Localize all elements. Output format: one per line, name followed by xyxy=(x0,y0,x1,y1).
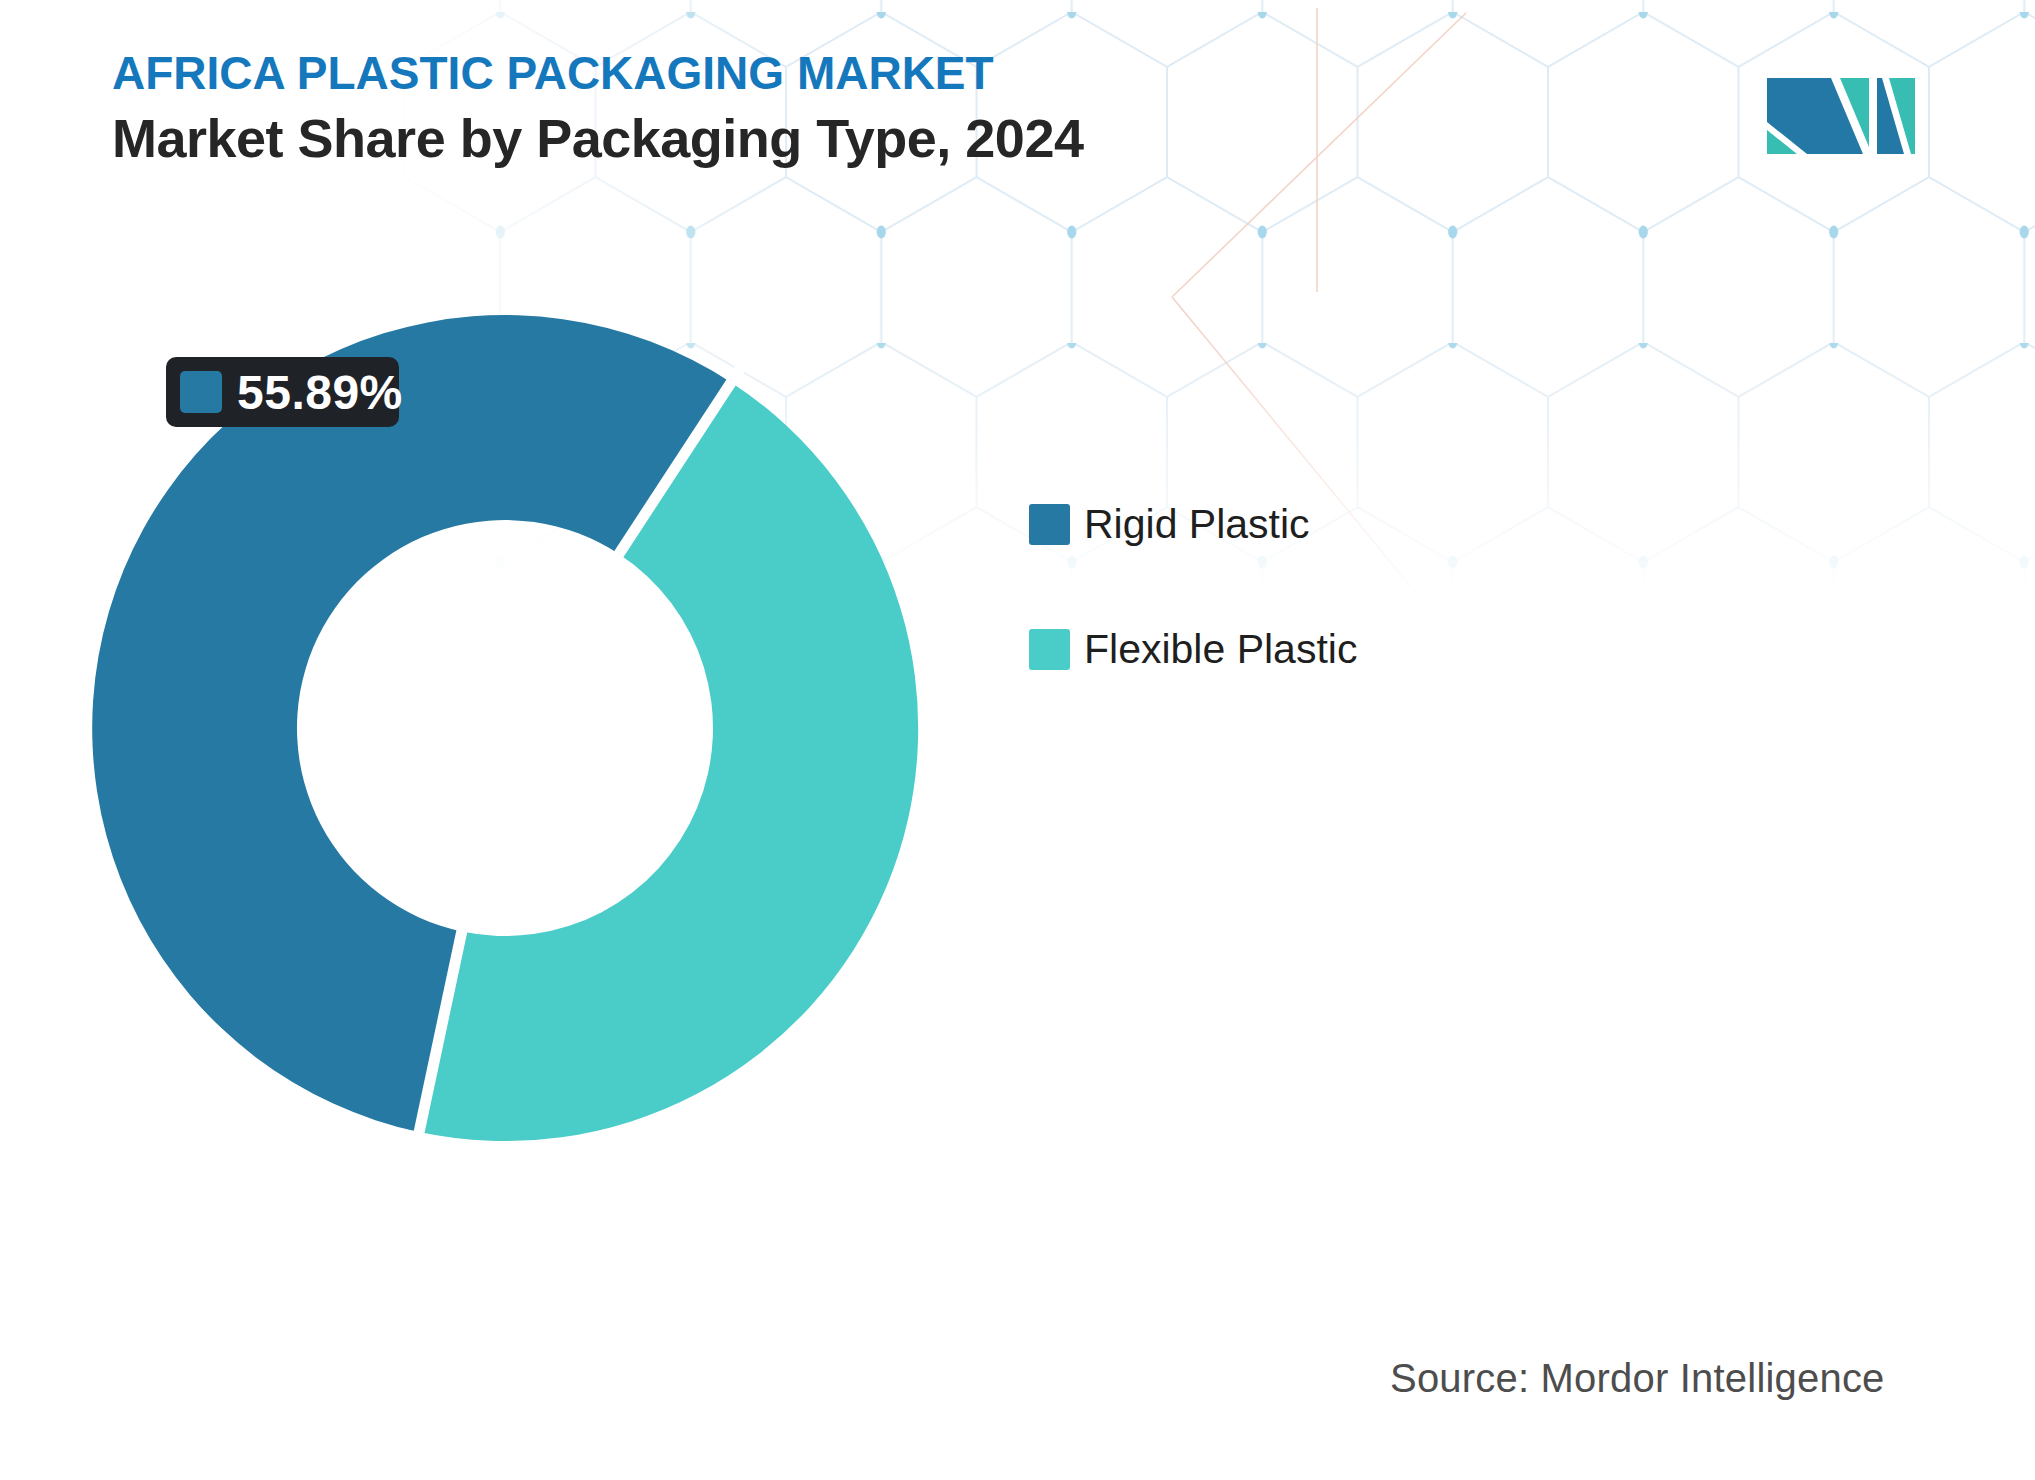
source-note: Source: Mordor Intelligence xyxy=(1390,1356,1885,1401)
legend-swatch-rigid-plastic xyxy=(1029,504,1070,545)
legend: Rigid Plastic Flexible Plastic xyxy=(1029,503,1357,753)
donut-chart xyxy=(0,0,2035,1480)
infographic-canvas: AFRICA PLASTIC PACKAGING MARKET Market S… xyxy=(0,0,2035,1480)
data-label: 55.89% xyxy=(166,357,399,427)
header: AFRICA PLASTIC PACKAGING MARKET Market S… xyxy=(112,48,1083,169)
legend-label-rigid-plastic: Rigid Plastic xyxy=(1084,504,1310,545)
legend-item-flexible-plastic[interactable]: Flexible Plastic xyxy=(1029,628,1357,670)
mordor-intelligence-logo xyxy=(1767,78,1915,154)
legend-label-flexible-plastic: Flexible Plastic xyxy=(1084,629,1357,670)
legend-swatch-flexible-plastic xyxy=(1029,629,1070,670)
legend-item-rigid-plastic[interactable]: Rigid Plastic xyxy=(1029,503,1357,545)
data-label-swatch xyxy=(180,371,222,413)
data-label-value: 55.89% xyxy=(237,365,403,420)
market-name-label: AFRICA PLASTIC PACKAGING MARKET xyxy=(112,48,1083,99)
page-title: Market Share by Packaging Type, 2024 xyxy=(112,107,1083,169)
